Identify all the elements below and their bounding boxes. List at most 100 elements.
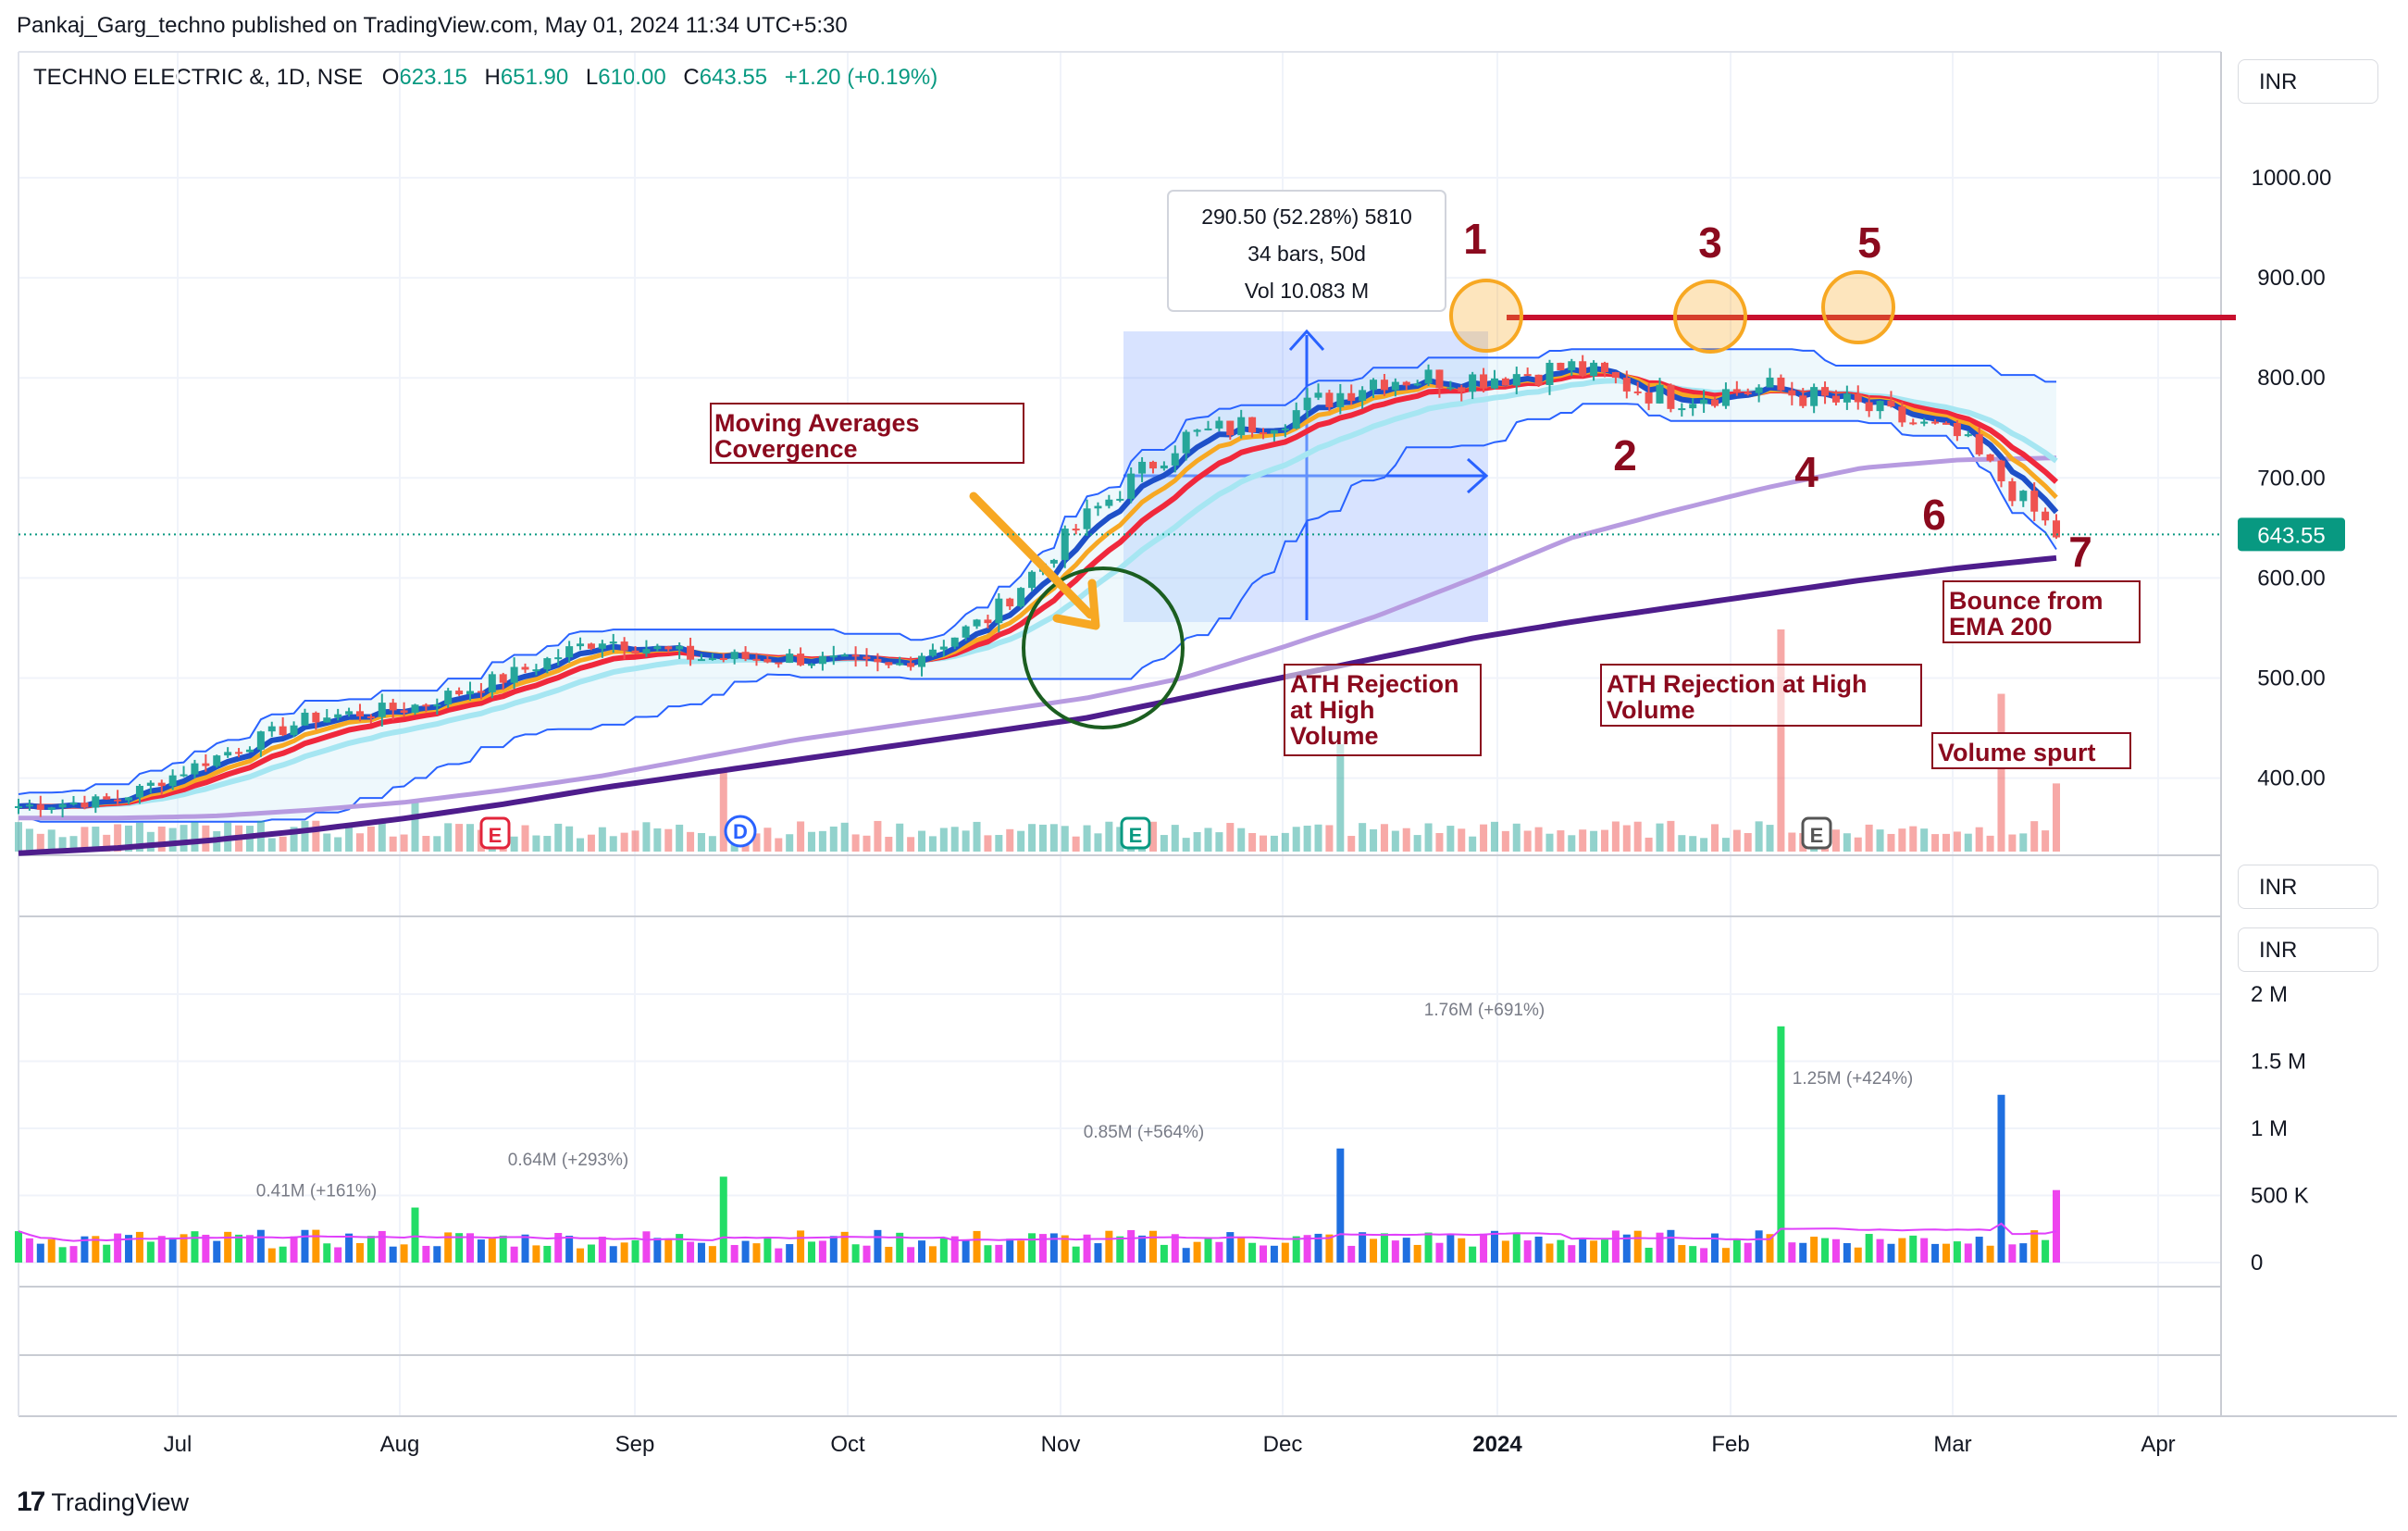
earnings-marker-1[interactable] [479, 816, 511, 850]
candle-body [455, 691, 464, 695]
candle-body [1656, 384, 1664, 404]
candle-body [1986, 454, 1994, 461]
price-volume-bar [1667, 820, 1675, 852]
volume-bar [279, 1246, 287, 1263]
price-volume-bar [2008, 834, 2017, 852]
dividend-marker[interactable] [724, 815, 757, 848]
pane2-currency-button[interactable]: INR [2238, 865, 2378, 909]
volume-bar [2042, 1239, 2050, 1263]
candle-body [1028, 571, 1036, 589]
tradingview-brand[interactable]: 17 TradingView [17, 1487, 189, 1518]
peak-circle-3[interactable] [1673, 280, 1747, 354]
candle-body [786, 653, 794, 664]
convergence-arrow[interactable] [969, 492, 1095, 619]
price-volume-bar [829, 826, 838, 852]
candle-body [1721, 389, 1730, 406]
volume-spurt-note[interactable] [1931, 732, 2131, 769]
volume-bar [1083, 1234, 1091, 1263]
volume-axis[interactable]: 2 M 1.5 M 1 M 500 K 0 [2251, 982, 2309, 1276]
price-volume-bar [1545, 833, 1554, 852]
volume-bar [444, 1232, 453, 1263]
candle-body [312, 712, 320, 723]
volume-bar [1105, 1230, 1113, 1263]
volume-bar [984, 1245, 992, 1263]
price-volume-bar [1314, 824, 1322, 852]
price-volume-bar [532, 835, 540, 852]
peak-circle-1[interactable] [1449, 279, 1523, 353]
candle-body [345, 711, 354, 715]
ma-convergence-note[interactable] [710, 403, 1024, 464]
convergence-circle[interactable] [1022, 566, 1185, 729]
volume-bar [400, 1244, 408, 1263]
price-volume-bar [1402, 828, 1410, 852]
volume-bar [15, 1231, 22, 1263]
ath-rejection-note-1[interactable] [1284, 664, 1482, 756]
price-volume-bar [1281, 832, 1289, 852]
volume-bar [1094, 1243, 1102, 1263]
time-axis[interactable]: Jul Aug Sep Oct Nov Dec 2024 Feb Mar Apr [164, 1432, 2176, 1457]
volume-bar [687, 1241, 695, 1263]
price-volume-bar [146, 831, 155, 852]
candle-body [301, 712, 309, 726]
candle-body [1446, 387, 1455, 390]
price-volume-bar [411, 800, 419, 852]
volume-bar [708, 1246, 716, 1263]
resistance-line-group[interactable] [969, 270, 2236, 729]
price-currency-button[interactable]: INR [2238, 59, 2378, 104]
candle-body [114, 799, 122, 802]
price-volume-bar [1193, 831, 1201, 852]
candle-body [1380, 380, 1388, 391]
price-volume-bar [1997, 693, 2005, 852]
candle-body [1347, 392, 1356, 402]
volume-bar [157, 1236, 166, 1263]
annotations[interactable]: Moving Averages Covergence ATH Rejection… [710, 215, 2141, 769]
price-volume-bar [125, 825, 133, 852]
candle-body [1997, 460, 2005, 481]
volume-bar [1303, 1235, 1311, 1263]
volume-bar [488, 1238, 496, 1263]
price-volume-bar [1744, 832, 1752, 852]
price-volume-bar [1226, 823, 1235, 852]
volume-bar [1545, 1243, 1554, 1263]
last-price-badge[interactable] [2238, 517, 2345, 552]
volume-bar [521, 1234, 529, 1263]
candle-body [1732, 389, 1741, 392]
candle-body [1622, 378, 1631, 392]
earnings-marker-2[interactable] [1120, 816, 1151, 850]
event-markers[interactable]: E D E E [479, 815, 1832, 850]
volume-bar [928, 1246, 937, 1263]
price-volume-bar [1678, 835, 1686, 852]
volume-bar [323, 1243, 331, 1263]
price-axis[interactable]: 1000.00 900.00 800.00 700.00 600.00 500.00 400… [19, 166, 2345, 791]
candle-body [1831, 395, 1840, 403]
grid [19, 52, 2221, 1416]
price-volume-bar [1656, 823, 1664, 852]
symbol-legend[interactable]: TECHNO ELECTRIC &, 1D, NSE O623.15 H651.… [33, 65, 937, 91]
candle-body [775, 662, 783, 665]
candle-body [2030, 491, 2039, 512]
peak-circle-5[interactable] [1821, 270, 1895, 344]
candle-body [642, 649, 651, 654]
price-volume-bar [1645, 837, 1653, 852]
volume-bar [1898, 1238, 1906, 1263]
price-volume-bar [962, 830, 970, 852]
candle-body [1127, 473, 1136, 499]
volume-bar [1182, 1248, 1190, 1263]
volume-bar [1072, 1246, 1080, 1263]
volume-bar [47, 1238, 56, 1263]
candle-body [1667, 384, 1675, 409]
volume-bar [125, 1235, 133, 1263]
price-volume-bar [874, 820, 882, 852]
price-volume-bar [1534, 827, 1543, 852]
bounce-note[interactable] [1943, 580, 2141, 643]
candle-body [1325, 392, 1334, 407]
candle-body [1160, 465, 1168, 469]
ath-rejection-note-2[interactable] [1600, 664, 1922, 727]
volume-bar [168, 1237, 177, 1263]
earnings-marker-3[interactable] [1801, 816, 1832, 850]
bounce-line1: Bounce from [1949, 587, 2104, 615]
price-volume-bar [334, 837, 342, 852]
volume-bar [741, 1240, 750, 1263]
volume-currency-button[interactable]: INR [2238, 927, 2378, 972]
